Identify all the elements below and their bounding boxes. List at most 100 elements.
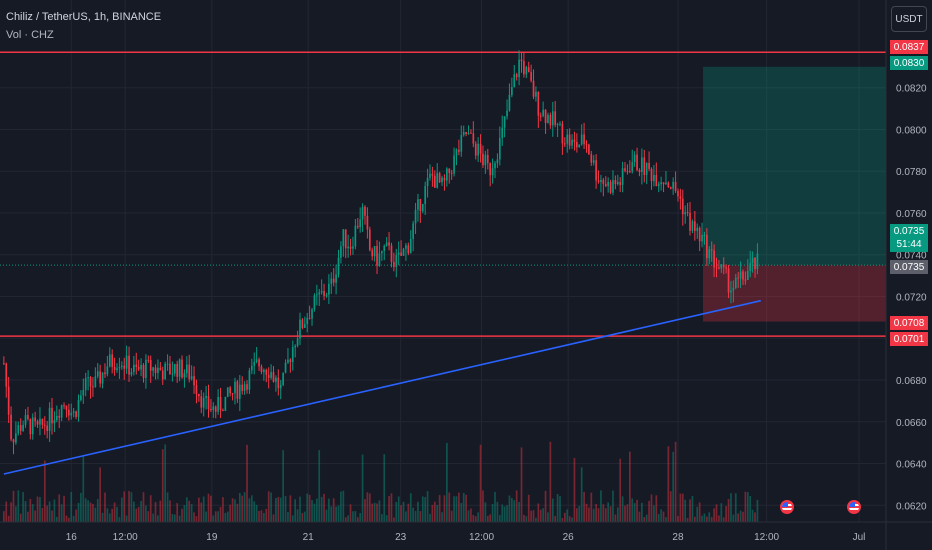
price-tick-label: 0.0720 (896, 292, 927, 303)
candle-body (715, 267, 718, 269)
volume-bar (616, 507, 619, 522)
candle-body (200, 396, 203, 408)
candle-body (214, 406, 217, 412)
volume-bar (460, 502, 463, 522)
volume-bar (535, 517, 537, 522)
volume-bar (10, 502, 12, 522)
candle-body (390, 245, 393, 263)
candle-body (255, 359, 258, 362)
candle-body (373, 246, 376, 257)
volume-bar (315, 498, 318, 522)
candle-body (250, 365, 253, 371)
volume-bar (542, 508, 544, 522)
volume-bar (53, 499, 56, 522)
volume-bar (715, 504, 718, 522)
volume-bar (31, 504, 34, 522)
volume-bar (693, 516, 696, 522)
candle-body (342, 229, 345, 247)
candle-body (621, 168, 624, 185)
volume-bar (154, 502, 157, 522)
us-flag-event-icon[interactable] (780, 500, 794, 514)
volume-bar (17, 490, 20, 522)
candle-body (397, 252, 400, 255)
candle-body (82, 389, 85, 396)
candle-body (313, 295, 316, 310)
candle-body (672, 181, 675, 189)
volume-bar (686, 517, 689, 522)
candle-body (113, 366, 116, 371)
candle-body (737, 277, 740, 279)
trendline-line (3, 299, 761, 475)
volume-bar (573, 457, 576, 522)
candle-body (393, 262, 395, 267)
candle-body (746, 270, 749, 280)
candle-body (667, 182, 670, 188)
volume-legend[interactable]: Vol · CHZ (6, 29, 54, 41)
candle-body (474, 143, 477, 156)
volume-bar (34, 510, 36, 522)
us-flag-event-icon[interactable] (847, 500, 861, 514)
candle-body (720, 264, 723, 269)
volume-bar (672, 451, 675, 522)
candle-body (48, 407, 51, 432)
volume-bar (193, 512, 195, 522)
volume-bar (214, 511, 217, 522)
horizontal-levels[interactable] (0, 51, 886, 337)
candle-body (600, 179, 602, 183)
candle-body (154, 367, 157, 373)
candle-body (742, 271, 744, 280)
candle-body (409, 238, 412, 254)
volume-bar (340, 491, 342, 522)
candle-body (609, 181, 612, 193)
candle-body (727, 268, 730, 293)
volume-bar (5, 501, 8, 522)
candle-body (744, 279, 747, 281)
currency-button[interactable]: USDT (891, 6, 927, 32)
candle-body (130, 371, 133, 375)
volume-bar (532, 510, 535, 522)
volume-bar (328, 498, 330, 522)
volume-bar (147, 511, 150, 522)
candle-body (433, 175, 436, 188)
volume-bar (39, 497, 41, 522)
volume-bar (696, 506, 699, 522)
candle-body (549, 114, 552, 126)
candle-body (222, 410, 224, 412)
candle-body (458, 149, 460, 152)
time-axis[interactable]: 16 12:00 19 21 23 12:00 26 28 12:00 Jul (0, 521, 932, 543)
volume-bar (566, 509, 569, 522)
stop-price-tag: 0.0708 (890, 316, 928, 330)
volume-bar (308, 494, 311, 522)
candle-body (34, 417, 36, 422)
volume-bar (607, 502, 610, 522)
volume-bar (373, 502, 376, 522)
symbol-title[interactable]: Chiliz / TetherUS, 1h, BINANCE (6, 11, 162, 23)
candle-body (323, 291, 325, 296)
trendline[interactable] (3, 299, 761, 475)
candle-body (173, 364, 176, 374)
volume-bar (397, 496, 400, 522)
volume-bar (720, 503, 723, 522)
candle-body (446, 168, 448, 181)
volume-bar (361, 454, 364, 522)
candle-body (19, 425, 22, 431)
volume-bar (701, 515, 703, 522)
volume-bar (612, 490, 614, 522)
candle-body (51, 407, 53, 424)
volume-bar (677, 516, 679, 522)
long-position-tool[interactable] (0, 66, 886, 322)
support-price-tag: 0.0701 (890, 332, 928, 346)
volume-bar (698, 502, 701, 522)
candle-body (535, 91, 537, 97)
volume-bar (371, 503, 374, 522)
candle-body (296, 338, 299, 346)
price-axis[interactable]: 0.06200.06400.06600.06800.07000.07200.07… (885, 0, 927, 550)
volume-bar (123, 491, 126, 522)
candle-body (503, 116, 506, 128)
candle-body (624, 168, 626, 171)
volume-bar (465, 494, 467, 522)
volume-bar (732, 514, 735, 522)
candle-body (147, 359, 150, 361)
volume-bar (549, 441, 552, 522)
